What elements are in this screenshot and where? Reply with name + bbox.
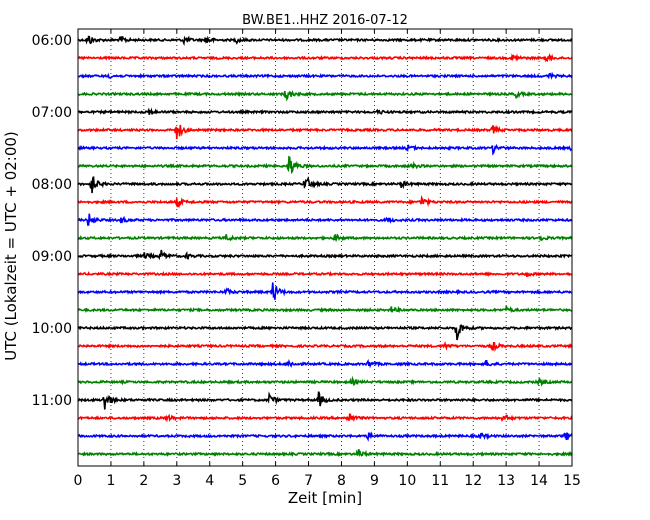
trace-0645 (77, 90, 572, 102)
trace-1100 (77, 391, 573, 410)
x-ticks: 0 1 2 3 4 5 6 7 8 9 10 11 12 13 14 15 (74, 29, 581, 489)
chart-title: BW.BE1..HHZ 2016-07-12 (242, 13, 408, 28)
x-tick-label: 1 (106, 473, 115, 489)
trace-0715 (77, 124, 573, 140)
y-tick-label: 07:00 (32, 105, 72, 121)
x-tick-label: 13 (497, 473, 515, 489)
trace-0800 (77, 176, 573, 194)
trace-1015 (77, 340, 573, 352)
x-tick-label: 9 (370, 473, 379, 489)
trace-0630 (77, 71, 573, 80)
trace-0745 (77, 155, 572, 175)
trace-1130 (77, 431, 573, 442)
x-tick-label: 3 (172, 473, 181, 489)
x-tick-label: 10 (398, 473, 416, 489)
x-tick-label: 8 (337, 473, 346, 489)
trace-0600 (77, 35, 573, 47)
y-tick-label: 10:00 (32, 321, 72, 337)
x-tick-label: 2 (139, 473, 148, 489)
x-tick-label: 4 (205, 473, 214, 489)
y-tick-label: 09:00 (32, 249, 72, 265)
y-axis-label: UTC (Lokalzeit = UTC + 02:00) (2, 131, 20, 361)
trace-0700 (77, 107, 573, 116)
trace-0915 (77, 270, 573, 278)
y-tick-label: 11:00 (32, 393, 72, 409)
x-tick-label: 12 (464, 473, 482, 489)
x-tick-label: 6 (271, 473, 280, 489)
trace-1030 (77, 358, 573, 369)
trace-1045 (77, 375, 573, 387)
trace-0900 (77, 249, 573, 261)
trace-1145 (77, 448, 573, 458)
trace-0930 (77, 282, 573, 300)
trace-0730 (77, 143, 573, 156)
x-tick-label: 14 (530, 473, 548, 489)
y-ticks: 06:00 07:00 08:00 09:00 10:00 11:00 (32, 33, 572, 409)
x-axis-label: Zeit [min] (288, 489, 362, 507)
trace-1115 (78, 413, 573, 423)
x-tick-label: 15 (563, 473, 581, 489)
trace-0615 (77, 52, 573, 63)
trace-0945 (78, 305, 573, 314)
traces (77, 35, 573, 458)
x-tick-label: 7 (304, 473, 313, 489)
trace-0830 (77, 213, 573, 226)
y-tick-label: 06:00 (32, 33, 72, 49)
trace-0845 (77, 233, 573, 243)
y-tick-label: 08:00 (32, 177, 72, 193)
x-tick-label: 5 (238, 473, 247, 489)
x-tick-label: 0 (74, 473, 83, 489)
x-tick-label: 11 (431, 473, 449, 489)
plot-frame (77, 28, 573, 467)
trace-0815 (77, 195, 573, 209)
trace-1000 (77, 324, 573, 341)
grid-lines (110, 29, 540, 466)
